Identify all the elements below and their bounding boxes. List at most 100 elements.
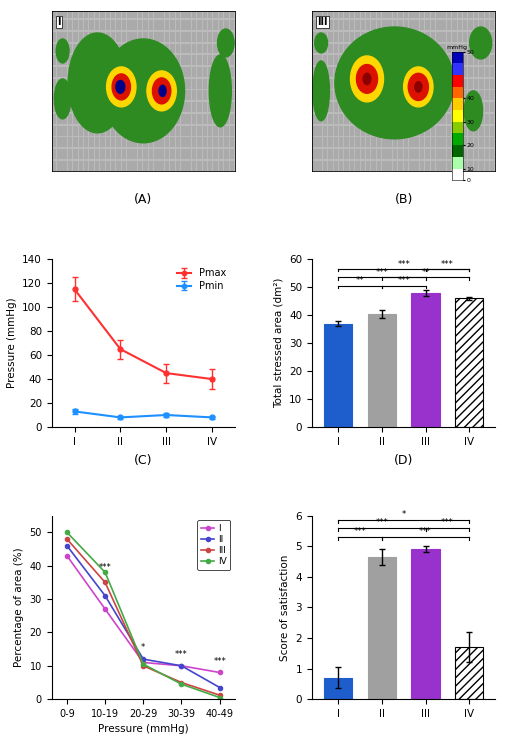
Bar bbox=[165, 20, 169, 30]
Bar bbox=[312, 161, 316, 171]
Bar bbox=[154, 114, 158, 124]
Bar bbox=[317, 8, 322, 18]
Ellipse shape bbox=[116, 80, 125, 93]
Bar bbox=[361, 20, 365, 30]
Bar bbox=[143, 55, 148, 65]
Bar bbox=[485, 43, 489, 53]
Bar bbox=[388, 102, 392, 112]
Bar bbox=[458, 138, 462, 147]
Y-axis label: Score of satisfaction: Score of satisfaction bbox=[280, 554, 290, 661]
Bar bbox=[377, 161, 381, 171]
Text: ***: *** bbox=[441, 517, 454, 526]
Bar bbox=[230, 91, 234, 100]
Bar bbox=[57, 32, 61, 42]
Bar bbox=[404, 126, 408, 135]
Bar bbox=[192, 67, 196, 77]
Bar bbox=[186, 55, 191, 65]
Bar bbox=[393, 149, 397, 159]
Bar bbox=[393, 79, 397, 88]
Bar bbox=[317, 43, 322, 53]
Bar bbox=[100, 138, 105, 147]
Bar bbox=[224, 149, 229, 159]
Bar bbox=[203, 149, 207, 159]
Bar bbox=[469, 114, 473, 124]
Line: II: II bbox=[65, 543, 222, 690]
Bar bbox=[317, 32, 322, 42]
Bar bbox=[122, 126, 126, 135]
Bar bbox=[52, 114, 56, 124]
Bar bbox=[474, 91, 478, 100]
Bar bbox=[52, 55, 56, 65]
Bar bbox=[230, 67, 234, 77]
Bar bbox=[122, 102, 126, 112]
Bar bbox=[73, 43, 78, 53]
Bar bbox=[377, 114, 381, 124]
Bar bbox=[441, 32, 446, 42]
Bar bbox=[409, 126, 413, 135]
Ellipse shape bbox=[350, 56, 383, 102]
Bar bbox=[398, 67, 403, 77]
Bar bbox=[192, 161, 196, 171]
Bar bbox=[430, 161, 435, 171]
Bar bbox=[339, 138, 344, 147]
Text: ***: *** bbox=[376, 268, 388, 277]
Bar bbox=[154, 138, 158, 147]
Bar bbox=[52, 20, 56, 30]
Bar bbox=[89, 149, 94, 159]
Bar bbox=[219, 149, 223, 159]
Bar bbox=[404, 138, 408, 147]
Bar bbox=[312, 20, 316, 30]
Bar bbox=[377, 126, 381, 135]
Bar bbox=[463, 161, 467, 171]
Bar bbox=[138, 20, 142, 30]
Bar bbox=[95, 114, 99, 124]
Bar bbox=[447, 149, 452, 159]
Bar bbox=[479, 126, 483, 135]
Bar bbox=[133, 55, 137, 65]
Bar bbox=[312, 114, 316, 124]
Bar bbox=[127, 138, 132, 147]
Bar bbox=[68, 114, 72, 124]
Bar bbox=[485, 67, 489, 77]
Bar bbox=[452, 55, 457, 65]
Bar bbox=[398, 32, 403, 42]
Bar bbox=[154, 8, 158, 18]
Bar bbox=[116, 67, 121, 77]
Bar bbox=[165, 126, 169, 135]
Bar bbox=[333, 126, 338, 135]
Bar bbox=[100, 114, 105, 124]
Bar bbox=[463, 55, 467, 65]
Bar bbox=[159, 102, 164, 112]
Bar bbox=[181, 32, 186, 42]
Bar bbox=[420, 161, 424, 171]
Bar bbox=[409, 91, 413, 100]
Bar bbox=[393, 20, 397, 30]
Bar bbox=[420, 149, 424, 159]
Bar bbox=[382, 102, 386, 112]
Bar bbox=[382, 149, 386, 159]
Bar bbox=[159, 114, 164, 124]
Bar bbox=[463, 67, 467, 77]
Bar bbox=[404, 67, 408, 77]
Bar bbox=[170, 102, 175, 112]
Bar bbox=[333, 79, 338, 88]
Bar bbox=[175, 91, 180, 100]
Bar bbox=[317, 149, 322, 159]
Bar bbox=[479, 79, 483, 88]
Bar bbox=[230, 79, 234, 88]
Bar bbox=[463, 138, 467, 147]
Bar bbox=[328, 43, 333, 53]
Bar bbox=[116, 102, 121, 112]
Bar bbox=[398, 55, 403, 65]
Bar bbox=[323, 161, 327, 171]
Bar bbox=[111, 79, 116, 88]
Bar bbox=[372, 67, 376, 77]
I bbox=[140, 658, 147, 667]
Bar bbox=[366, 67, 370, 77]
Bar bbox=[368, 557, 396, 699]
Ellipse shape bbox=[408, 74, 428, 101]
Bar bbox=[490, 67, 494, 77]
Bar bbox=[317, 91, 322, 100]
I bbox=[64, 551, 70, 560]
Bar bbox=[165, 67, 169, 77]
